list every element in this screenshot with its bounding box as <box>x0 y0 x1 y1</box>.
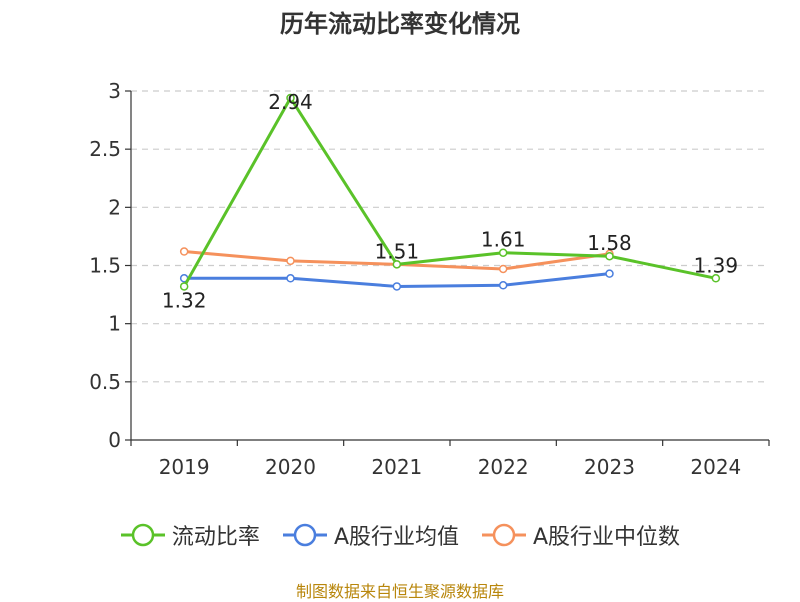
data-point <box>286 256 295 266</box>
legend-marker <box>492 523 516 547</box>
data-label: 1.58 <box>587 231 632 255</box>
y-tick-label: 3 <box>108 79 121 103</box>
data-point <box>498 264 508 274</box>
data-point <box>286 93 295 103</box>
legend-item-industry-average[interactable]: A股行业均值 <box>282 519 459 551</box>
data-point <box>711 274 721 283</box>
data-label: 1.51 <box>375 239 420 263</box>
x-tick-label: 2023 <box>584 455 635 479</box>
data-point <box>392 260 402 269</box>
x-tick-label: 2020 <box>265 455 316 479</box>
data-label: 1.32 <box>162 288 207 312</box>
data-point <box>179 247 189 256</box>
legend-item-current-ratio[interactable]: 流动比率 <box>120 519 260 551</box>
data-point <box>605 269 614 278</box>
legend-swatch-industry-median-icon <box>482 523 526 547</box>
x-tick-label: 2024 <box>690 455 741 479</box>
data-point <box>179 282 189 291</box>
data-point <box>498 248 508 257</box>
data-point <box>498 281 508 290</box>
x-tick-label: 2022 <box>478 455 529 479</box>
legend-marker <box>131 523 155 547</box>
data-label: 1.61 <box>481 228 526 252</box>
y-tick-label: 1 <box>108 312 121 336</box>
legend-swatch-current-ratio-icon <box>120 523 165 547</box>
y-tick-label: 0 <box>108 428 121 452</box>
chart-legend: 流动比率 A股行业均值 A股行业中位数 <box>0 519 800 551</box>
legend-label-current-ratio: 流动比率 <box>171 525 260 550</box>
data-label: 1.39 <box>694 253 739 277</box>
x-tick-label: 2019 <box>159 455 210 479</box>
y-tick-label: 2.5 <box>89 137 121 161</box>
data-point <box>286 274 295 283</box>
legend-label-industry-median: A股行业中位数 <box>533 525 681 550</box>
legend-swatch-industry-average-icon <box>282 523 327 547</box>
legend-marker <box>293 523 317 547</box>
legend-item-industry-median[interactable]: A股行业中位数 <box>481 519 680 551</box>
y-tick-label: 2 <box>108 195 121 219</box>
x-tick-label: 2021 <box>371 455 422 479</box>
legend-label-industry-average: A股行业均值 <box>333 525 459 550</box>
y-tick-label: 1.5 <box>89 254 121 278</box>
data-source-note: 制图数据来自恒生聚源数据库 <box>295 582 504 601</box>
data-label: 2.94 <box>268 90 313 114</box>
data-point <box>605 251 614 261</box>
data-point <box>392 282 402 291</box>
y-tick-label: 0.5 <box>89 370 121 394</box>
series-line-0 <box>182 96 717 288</box>
chart-title: 历年流动比率变化情况 <box>280 10 520 38</box>
